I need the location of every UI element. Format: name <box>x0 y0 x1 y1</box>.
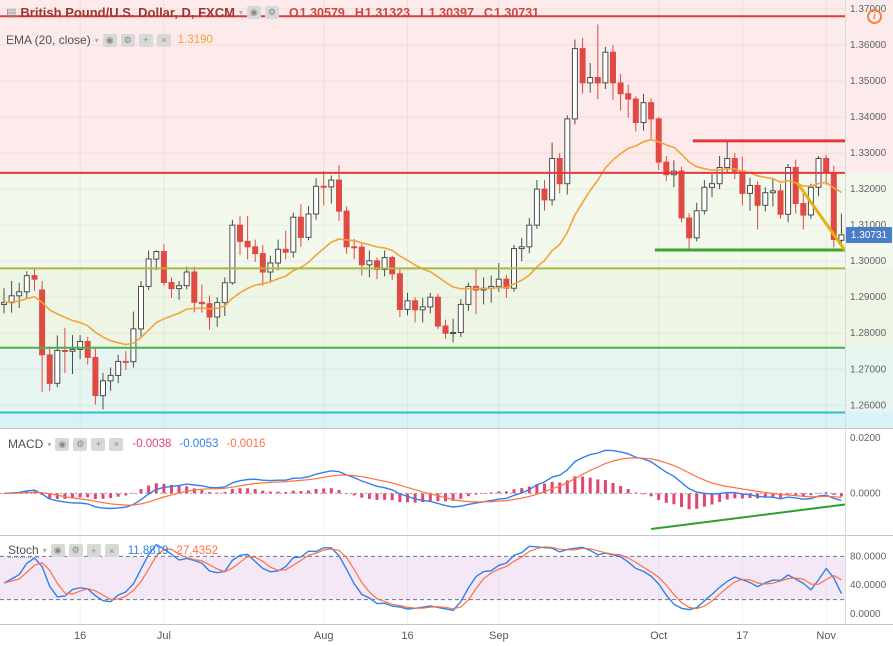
background-zones <box>0 0 893 428</box>
price-tick-label: 1.37000 <box>850 4 887 15</box>
eye-icon[interactable]: ◉ <box>55 437 70 451</box>
time-tick-label: Nov <box>816 630 836 642</box>
price-tick-label: 1.34000 <box>850 112 887 123</box>
macd-label[interactable]: MACD <box>8 437 44 451</box>
ema-legend[interactable]: EMA (20, close) ▾ ◉ ⚙ + × 1.3190 <box>6 33 213 47</box>
macd-line <box>3 449 842 510</box>
stoch-d-line <box>3 546 842 610</box>
last-price-label: 1.30731 <box>846 227 892 243</box>
ohlc-close: C1.30731 <box>483 5 540 20</box>
price-tick-label: 1.32000 <box>850 184 887 195</box>
ema-value: 1.3190 <box>177 34 213 46</box>
ohlc-values: O1.30579 H1.31323 L1.30397 C1.30731 <box>289 6 540 20</box>
gear-icon[interactable]: ⚙ <box>68 544 83 557</box>
info-icon[interactable]: i <box>867 9 882 24</box>
time-tick-label: Jul <box>157 630 171 642</box>
plus-icon[interactable]: + <box>91 437 106 451</box>
macd-hist-value: -0.0038 <box>132 438 172 450</box>
time-tick-label: 16 <box>401 630 413 642</box>
stoch-tick-label: 0.0000 <box>850 609 881 620</box>
ema-label[interactable]: EMA (20, close) <box>6 33 91 47</box>
stoch-values: 11.8819 27.4352 <box>128 545 218 557</box>
plus-icon[interactable]: + <box>138 33 153 47</box>
time-tick-label: Oct <box>650 630 667 642</box>
time-tick-label: Sep <box>489 630 509 642</box>
ohlc-open: O1.30579 <box>288 5 345 20</box>
close-icon[interactable]: × <box>104 544 119 557</box>
macd-tick-label: 0.0000 <box>850 488 881 499</box>
macd-legend[interactable]: MACD ▾ ◉ ⚙ + × -0.0038 -0.0053 -0.0016 <box>8 437 265 451</box>
chevron-down-icon[interactable]: ▾ <box>94 35 99 45</box>
gear-icon[interactable]: ⚙ <box>73 437 88 451</box>
stoch-legend[interactable]: Stoch ▾ ◉ ⚙ + × 11.8819 27.4352 <box>8 543 218 558</box>
trendline-yellow <box>795 181 847 252</box>
eye-icon[interactable]: ◉ <box>246 6 261 19</box>
macd-trendline[interactable] <box>650 503 846 530</box>
gear-icon[interactable]: ⚙ <box>120 33 135 47</box>
macd-signal-line <box>3 457 842 506</box>
stoch-band <box>0 556 845 600</box>
stoch-label[interactable]: Stoch <box>8 543 39 558</box>
stoch-tick-label: 40.0000 <box>850 580 887 591</box>
chevron-down-icon[interactable]: ▾ <box>47 439 52 449</box>
time-tick-label: 16 <box>74 630 86 642</box>
ohlc-high: H1.31323 <box>354 5 411 20</box>
price-tick-label: 1.31000 <box>850 220 887 231</box>
symbol-title[interactable]: British Pound/U.S. Dollar, D, FXCM <box>20 5 235 20</box>
drawn-lines[interactable] <box>0 15 847 414</box>
macd-values: -0.0038 -0.0053 -0.0016 <box>132 438 265 450</box>
stoch-tick-label: 80.0000 <box>850 551 887 562</box>
plus-icon[interactable]: + <box>86 544 101 557</box>
ohlc-low: L1.30397 <box>420 5 474 20</box>
price-tick-label: 1.29000 <box>850 292 887 303</box>
stoch-k-value: 11.8819 <box>127 544 169 557</box>
price-tick-label: 1.35000 <box>850 76 887 87</box>
close-icon[interactable]: × <box>156 33 171 47</box>
macd-line-value: -0.0053 <box>179 438 219 450</box>
price-tick-label: 1.28000 <box>850 328 887 339</box>
price-tick-label: 1.30000 <box>850 256 887 267</box>
chevron-down-icon[interactable]: ▾ <box>42 546 47 555</box>
stoch-k-line <box>3 543 843 612</box>
macd-pane <box>0 449 846 530</box>
eye-icon[interactable]: ◉ <box>102 33 117 47</box>
eye-icon[interactable]: ◉ <box>50 544 65 557</box>
stoch-pane <box>0 543 845 612</box>
symbol-legend[interactable]: ▤ British Pound/U.S. Dollar, D, FXCM ▾ ◉… <box>6 5 540 20</box>
stoch-d-value: 27.4352 <box>176 544 218 557</box>
price-tick-label: 1.27000 <box>850 364 887 375</box>
chevron-down-icon[interactable]: ▾ <box>238 8 243 17</box>
macd-signal-value: -0.0016 <box>226 438 266 450</box>
macd-tick-label: 0.0200 <box>850 433 881 444</box>
price-tick-label: 1.26000 <box>850 400 887 411</box>
close-icon[interactable]: × <box>109 437 124 451</box>
time-tick-label: 17 <box>736 630 748 642</box>
price-tick-label: 1.36000 <box>850 40 887 51</box>
chart-icon: ▤ <box>6 7 17 19</box>
time-tick-label: Aug <box>314 630 334 642</box>
gear-icon[interactable]: ⚙ <box>264 6 279 19</box>
price-tick-label: 1.33000 <box>850 148 887 159</box>
